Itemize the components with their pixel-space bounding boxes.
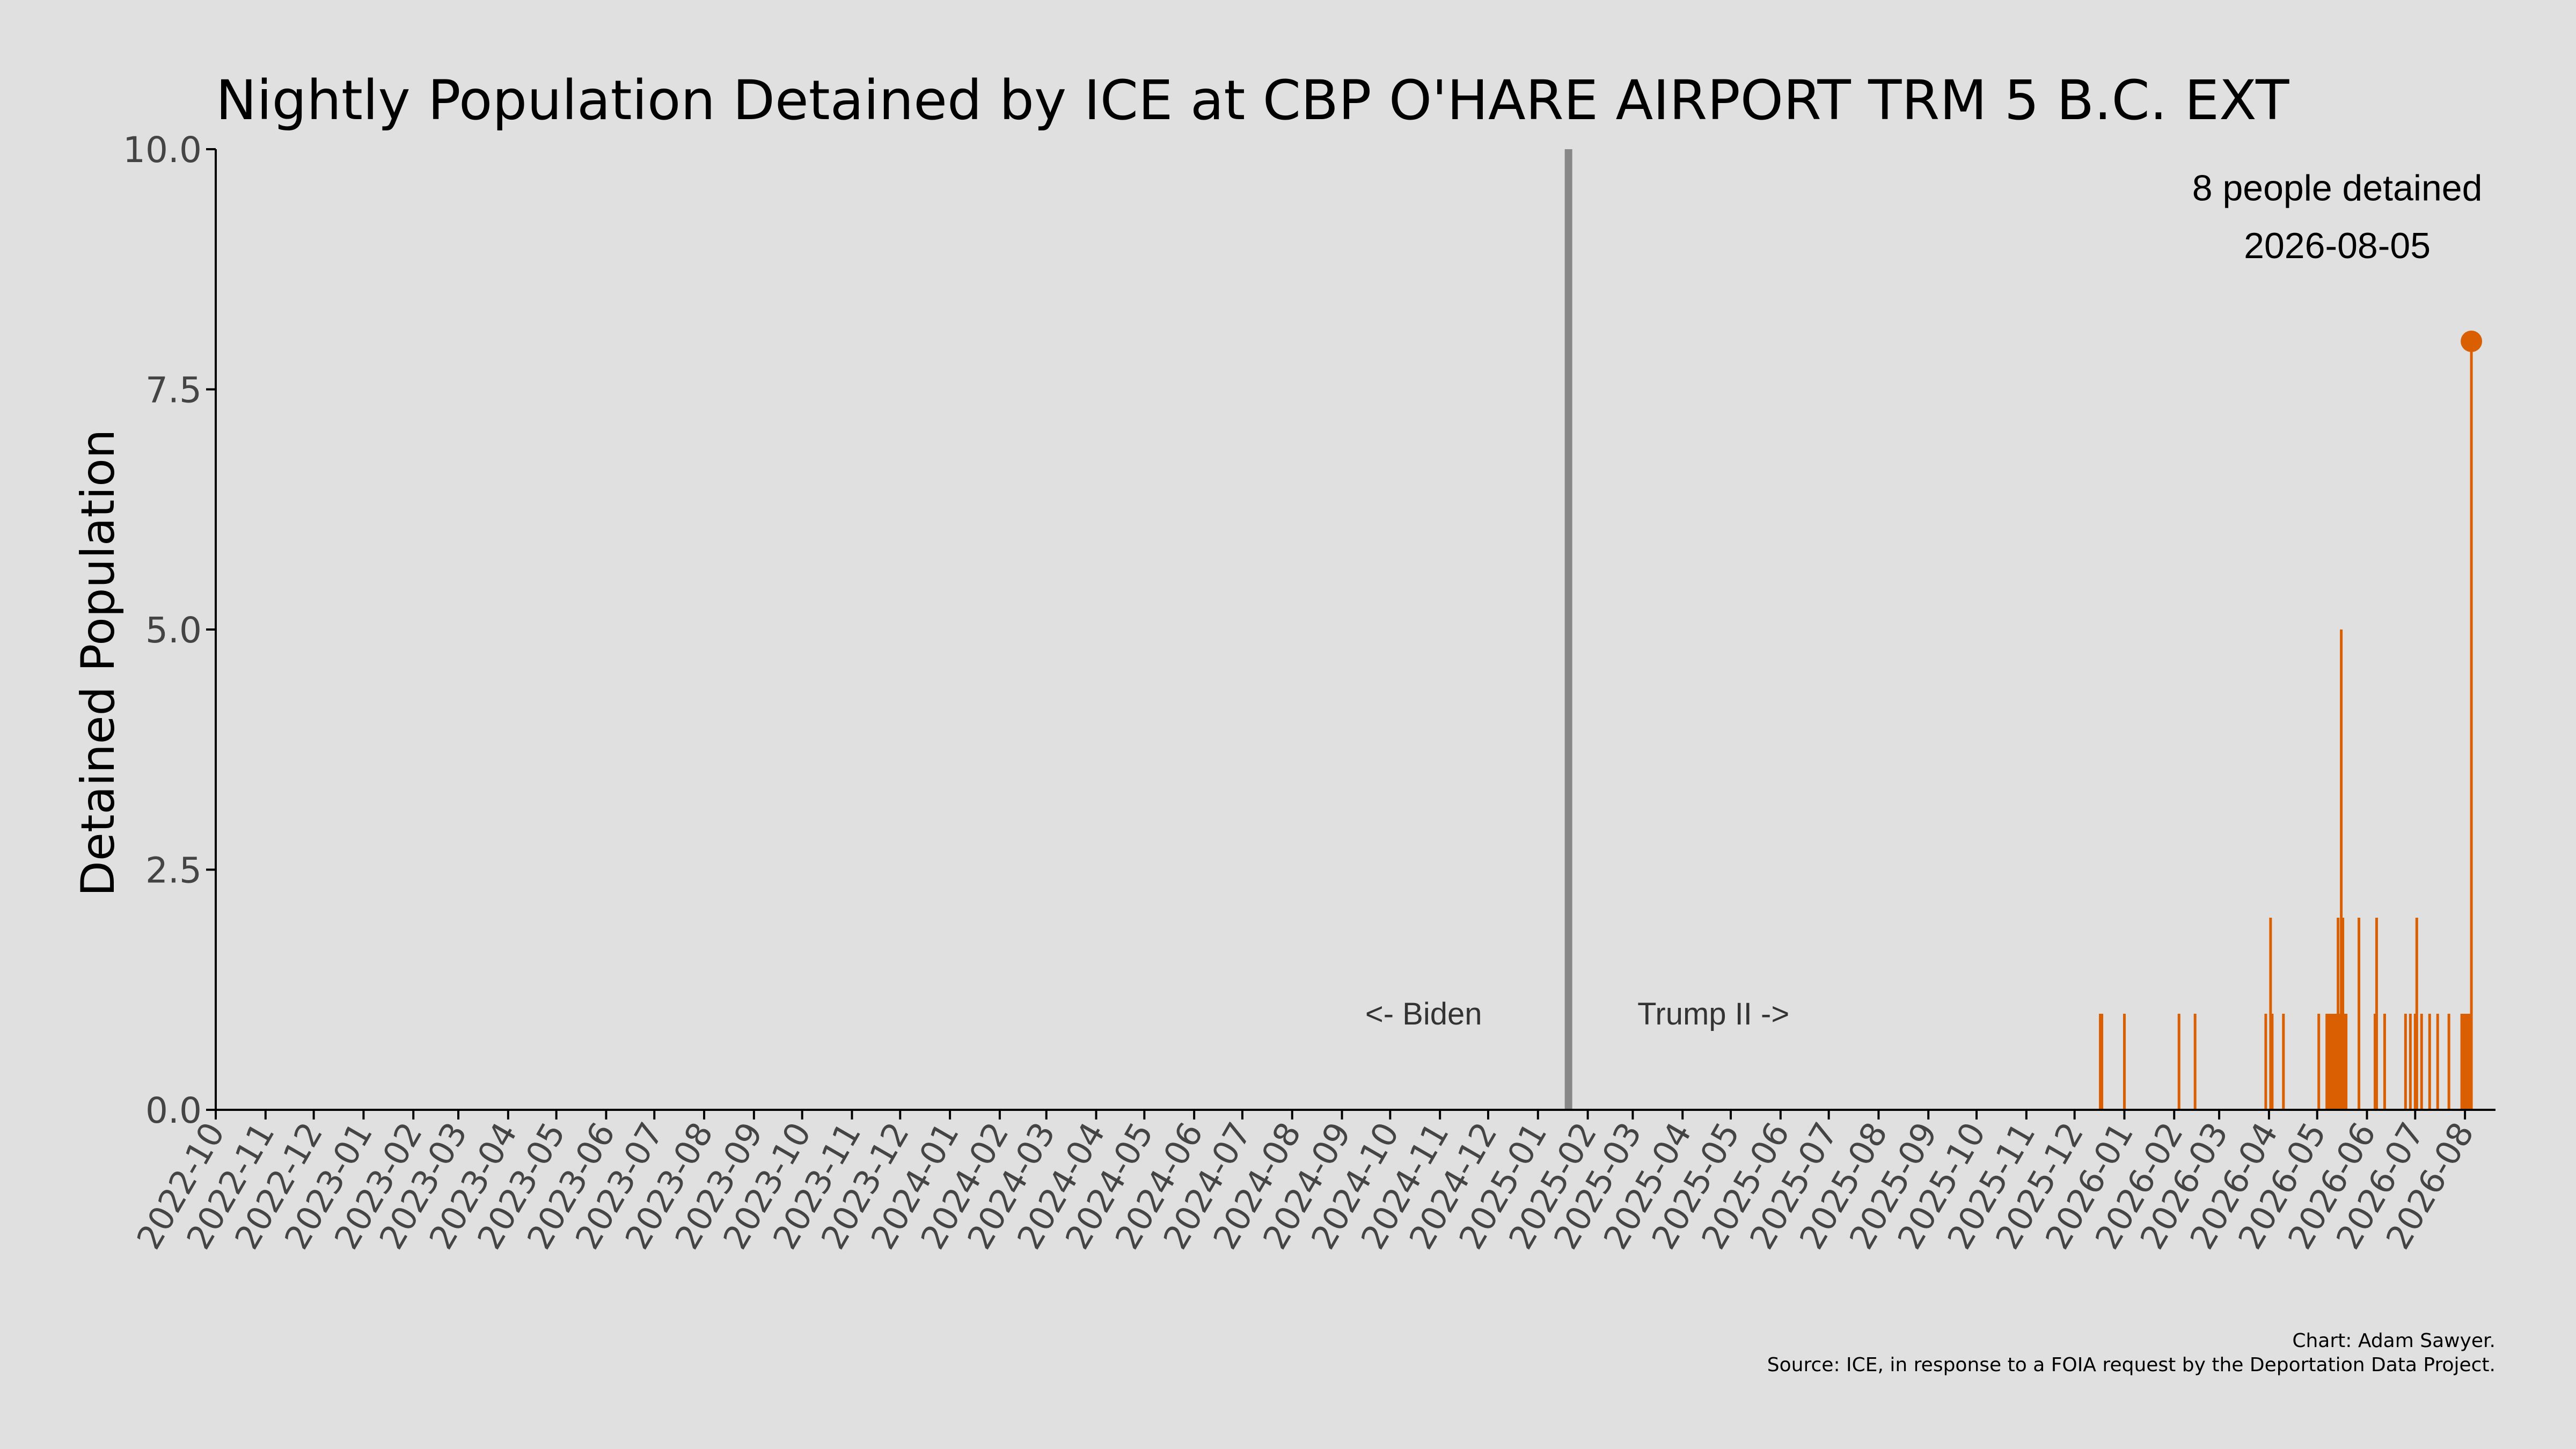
bar xyxy=(2333,1014,2337,1110)
y-tick-label: 7.5 xyxy=(145,370,202,411)
era-label-biden: <- Biden xyxy=(1365,997,1482,1031)
bar xyxy=(2177,1014,2180,1110)
bar xyxy=(2463,1014,2467,1110)
bar xyxy=(2375,918,2378,1110)
credit-author: Chart: Adam Sawyer. xyxy=(2292,1330,2496,1352)
y-axis-ticks: 0.0 2.5 5.0 7.5 10.0 xyxy=(123,129,216,1131)
bar xyxy=(2337,918,2340,1110)
bar xyxy=(2282,1014,2285,1110)
y-tick-label: 5.0 xyxy=(145,610,202,651)
callout-count: 8 people detained xyxy=(2192,168,2483,209)
bar xyxy=(2467,1014,2470,1110)
bar xyxy=(2271,1014,2274,1110)
bar xyxy=(2264,1014,2267,1110)
y-tick-label: 10.0 xyxy=(123,129,202,171)
bar xyxy=(2358,918,2361,1110)
callout-date: 2026-08-05 xyxy=(2244,225,2431,266)
bar xyxy=(2327,1014,2330,1110)
bar xyxy=(2436,1014,2439,1110)
y-tick-label: 2.5 xyxy=(145,850,202,891)
bar xyxy=(2329,1014,2332,1110)
bar xyxy=(2317,1014,2321,1110)
bar xyxy=(2420,1014,2423,1110)
bar xyxy=(2413,1014,2417,1110)
bar xyxy=(2345,1014,2348,1110)
bar xyxy=(2332,1014,2335,1110)
bar xyxy=(2460,1014,2463,1110)
bar xyxy=(2409,1014,2412,1110)
bar xyxy=(2330,1014,2333,1110)
bar xyxy=(2415,918,2418,1110)
bar xyxy=(2343,1014,2346,1110)
bar xyxy=(2465,1014,2468,1110)
x-axis-ticks: 2022-102022-112022-122023-012023-022023-… xyxy=(129,1110,2482,1256)
y-tick-label: 0.0 xyxy=(145,1090,202,1131)
credit-source: Source: ICE, in response to a FOIA reque… xyxy=(1767,1354,2496,1376)
bar xyxy=(2338,1014,2341,1110)
bar xyxy=(2123,1014,2126,1110)
peak-marker xyxy=(2461,331,2483,352)
bar xyxy=(2325,1014,2329,1110)
bar xyxy=(2341,918,2345,1110)
bar xyxy=(2269,918,2272,1110)
bar xyxy=(2447,1014,2450,1110)
bar xyxy=(2404,1014,2407,1110)
era-label-trump: Trump II -> xyxy=(1637,997,1789,1031)
bar xyxy=(2468,1014,2471,1110)
bar xyxy=(2340,630,2343,1110)
bar-series xyxy=(2099,341,2473,1110)
bar xyxy=(2101,1014,2104,1110)
bar xyxy=(2383,1014,2386,1110)
bar xyxy=(2470,341,2473,1110)
bar xyxy=(2193,1014,2197,1110)
y-axis-label: Detained Population xyxy=(71,429,125,897)
bar xyxy=(2428,1014,2431,1110)
chart-title: Nightly Population Detained by ICE at CB… xyxy=(216,69,2289,133)
bar xyxy=(2099,1014,2102,1110)
bar xyxy=(2373,1014,2376,1110)
bar xyxy=(2335,1014,2338,1110)
bar xyxy=(2462,1014,2465,1110)
